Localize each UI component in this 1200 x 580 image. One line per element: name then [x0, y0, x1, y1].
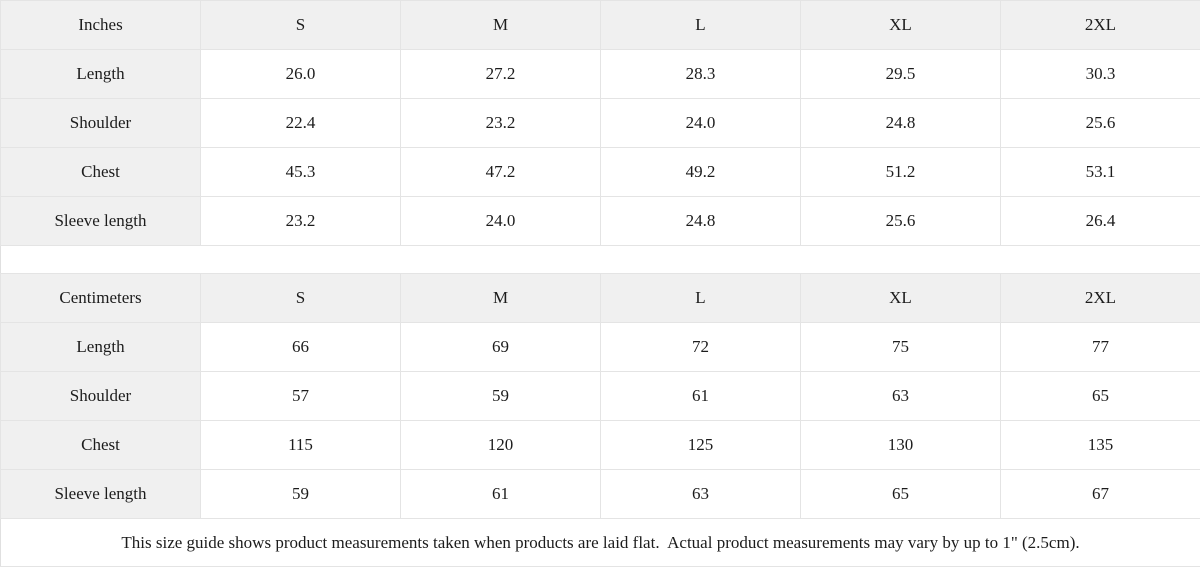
row-label-cell: Chest [0, 147, 201, 197]
value-cell: 57 [200, 371, 401, 421]
value-cell: 130 [800, 420, 1001, 470]
footer-note: This size guide shows product measuremen… [0, 518, 1200, 567]
value-cell: 61 [400, 469, 601, 519]
value-cell: 135 [1000, 420, 1200, 470]
row-label-cell: Shoulder [0, 98, 201, 148]
value-cell: 23.2 [400, 98, 601, 148]
header-row-centimeters: Centimeters S M L XL 2XL [0, 273, 1200, 323]
table-row: Length 26.0 27.2 28.3 29.5 30.3 [0, 49, 1200, 99]
size-guide-table: Inches S M L XL 2XL Length 26.0 27.2 28.3 29.5 30.3… [0, 0, 1200, 567]
table-row: Shoulder 57 59 61 63 65 [0, 371, 1200, 421]
value-cell: 28.3 [600, 49, 801, 99]
size-header-cell: XL [800, 273, 1001, 323]
value-cell: 77 [1000, 322, 1200, 372]
value-cell: 115 [200, 420, 401, 470]
size-header-cell: L [600, 0, 801, 50]
row-label-cell: Sleeve length [0, 469, 201, 519]
value-cell: 29.5 [800, 49, 1001, 99]
row-label-cell: Chest [0, 420, 201, 470]
value-cell: 22.4 [200, 98, 401, 148]
value-cell: 23.2 [200, 196, 401, 246]
row-label-cell: Sleeve length [0, 196, 201, 246]
size-header-cell: M [400, 0, 601, 50]
table-row: Chest 45.3 47.2 49.2 51.2 53.1 [0, 147, 1200, 197]
value-cell: 65 [1000, 371, 1200, 421]
value-cell: 65 [800, 469, 1001, 519]
value-cell: 59 [400, 371, 601, 421]
size-header-cell: XL [800, 0, 1001, 50]
value-cell: 27.2 [400, 49, 601, 99]
value-cell: 30.3 [1000, 49, 1200, 99]
value-cell: 26.0 [200, 49, 401, 99]
table-row: Shoulder 22.4 23.2 24.0 24.8 25.6 [0, 98, 1200, 148]
value-cell: 63 [800, 371, 1001, 421]
spacer-row [0, 245, 1200, 274]
unit-header-cell: Inches [0, 0, 201, 50]
value-cell: 25.6 [1000, 98, 1200, 148]
value-cell: 67 [1000, 469, 1200, 519]
value-cell: 69 [400, 322, 601, 372]
value-cell: 61 [600, 371, 801, 421]
table-row: Sleeve length 23.2 24.0 24.8 25.6 26.4 [0, 196, 1200, 246]
size-header-cell: S [200, 0, 401, 50]
value-cell: 24.0 [400, 196, 601, 246]
value-cell: 72 [600, 322, 801, 372]
value-cell: 75 [800, 322, 1001, 372]
row-label-cell: Shoulder [0, 371, 201, 421]
value-cell: 24.8 [800, 98, 1001, 148]
value-cell: 66 [200, 322, 401, 372]
row-label-cell: Length [0, 322, 201, 372]
size-header-cell: 2XL [1000, 0, 1200, 50]
size-header-cell: S [200, 273, 401, 323]
value-cell: 125 [600, 420, 801, 470]
value-cell: 53.1 [1000, 147, 1200, 197]
value-cell: 47.2 [400, 147, 601, 197]
value-cell: 63 [600, 469, 801, 519]
spacer-cell [0, 245, 1200, 274]
value-cell: 25.6 [800, 196, 1001, 246]
value-cell: 49.2 [600, 147, 801, 197]
value-cell: 59 [200, 469, 401, 519]
size-header-cell: M [400, 273, 601, 323]
table-row: Sleeve length 59 61 63 65 67 [0, 469, 1200, 519]
value-cell: 24.0 [600, 98, 801, 148]
value-cell: 51.2 [800, 147, 1001, 197]
table-row: Chest 115 120 125 130 135 [0, 420, 1200, 470]
size-header-cell: 2XL [1000, 273, 1200, 323]
table-row: Length 66 69 72 75 77 [0, 322, 1200, 372]
value-cell: 120 [400, 420, 601, 470]
value-cell: 24.8 [600, 196, 801, 246]
unit-header-cell: Centimeters [0, 273, 201, 323]
size-header-cell: L [600, 273, 801, 323]
footer-row: This size guide shows product measuremen… [0, 518, 1200, 567]
value-cell: 45.3 [200, 147, 401, 197]
row-label-cell: Length [0, 49, 201, 99]
header-row-inches: Inches S M L XL 2XL [0, 0, 1200, 50]
value-cell: 26.4 [1000, 196, 1200, 246]
